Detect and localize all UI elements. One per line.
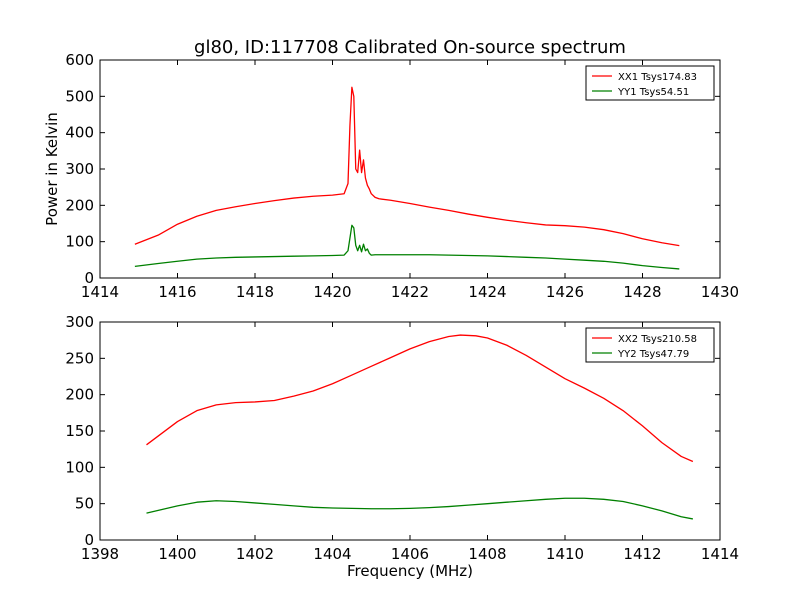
- y-tick-label: 0: [84, 531, 94, 549]
- legend-box: [585, 65, 715, 101]
- series-line-1-2: [134, 224, 680, 270]
- figure-title: gl80, ID:117708 Calibrated On-source spe…: [194, 37, 626, 58]
- x-axis-label: Frequency (MHz): [347, 562, 473, 580]
- x-tick-label: 1414: [701, 545, 739, 563]
- legend-label: XX2 Tsys210.58: [618, 334, 697, 345]
- y-tick-label: 0: [84, 269, 94, 287]
- series-line-2-2: [146, 497, 693, 520]
- x-tick-label: 1428: [623, 283, 661, 301]
- y-tick-label: 400: [65, 124, 94, 142]
- x-tick-label: 1404: [313, 545, 351, 563]
- x-tick-label: 1414: [81, 283, 119, 301]
- y-tick-label: 150: [65, 422, 94, 440]
- x-tick-label: 1418: [236, 283, 274, 301]
- y-tick-label: 250: [65, 349, 94, 367]
- x-tick-label: 1412: [623, 545, 661, 563]
- y-axis-label: Power in Kelvin: [43, 112, 61, 226]
- x-tick-label: 1420: [313, 283, 351, 301]
- x-tick-label: 1426: [546, 283, 584, 301]
- x-tick-label: 1406: [391, 545, 429, 563]
- y-tick-label: 100: [65, 233, 94, 251]
- y-tick-label: 300: [65, 313, 94, 331]
- legend-label: YY1 Tsys54.51: [617, 87, 689, 98]
- x-tick-label: 1398: [81, 545, 119, 563]
- bottom-axes: 1398 1400 1402 1404 1406 1408 1410 1412 1414 0 50 1…: [65, 313, 739, 580]
- x-tick-label: 1402: [236, 545, 274, 563]
- y-tick-label: 600: [65, 51, 94, 69]
- legend-label: XX1 Tsys174.83: [618, 72, 697, 83]
- x-tick-label: 1416: [158, 283, 196, 301]
- legend-box: [585, 327, 715, 363]
- y-tick-label: 200: [65, 196, 94, 214]
- y-tick-label: 50: [75, 495, 94, 513]
- x-tick-label: 1424: [468, 283, 506, 301]
- x-tick-label: 1422: [391, 283, 429, 301]
- y-tick-label: 200: [65, 386, 94, 404]
- top-axes: 1414 1416 1418 1420 1422 1424 1426 1428 1430 0 100…: [43, 51, 739, 301]
- y-tick-label: 500: [65, 87, 94, 105]
- y-tick-label: 300: [65, 160, 94, 178]
- x-tick-label: 1410: [546, 545, 584, 563]
- series-line-2-1: [146, 334, 694, 463]
- series-line-1-1: [134, 86, 680, 247]
- x-tick-label: 1408: [468, 545, 506, 563]
- x-tick-label: 1430: [701, 283, 739, 301]
- x-tick-label: 1400: [158, 545, 196, 563]
- y-tick-label: 100: [65, 458, 94, 476]
- legend-label: YY2 Tsys47.79: [617, 349, 689, 360]
